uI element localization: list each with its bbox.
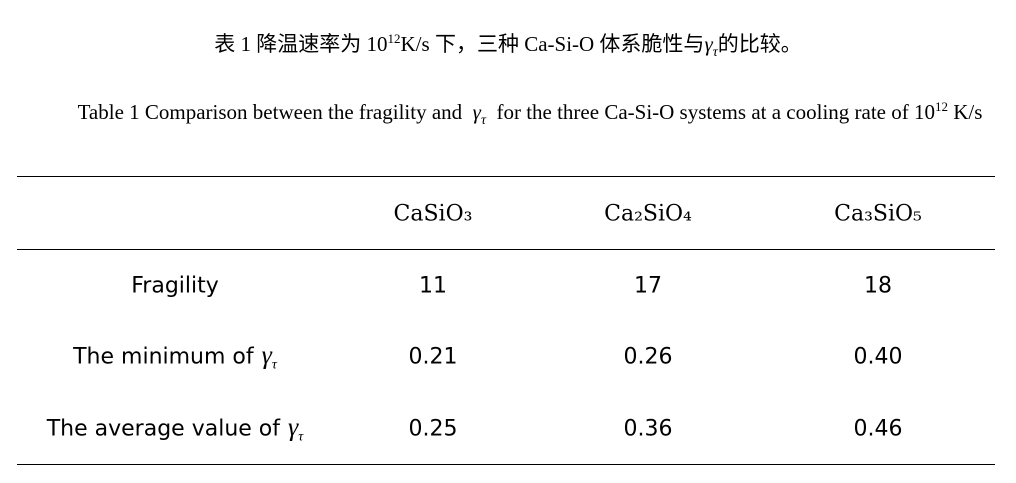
subscript: τ: [712, 45, 718, 60]
text: K/s 下，三种 Ca-Si-O 体系脆性与: [400, 32, 705, 56]
subscript: τ: [480, 113, 486, 128]
cell: 17: [634, 273, 662, 299]
text: 表 1 降温速率为 10: [214, 32, 388, 56]
subscript: τ: [298, 429, 304, 445]
cell: 0.40: [853, 344, 903, 370]
cell: 0.25: [408, 416, 458, 442]
caption-en: Table 1 Comparison between the fragility…: [70, 80, 990, 147]
text: for the three Ca-Si-O systems at a cooli…: [496, 100, 935, 124]
row-label: The minimum of γτ: [73, 341, 277, 374]
text: K/s: [948, 100, 983, 124]
symbol: γ: [472, 100, 481, 124]
subscript: τ: [271, 357, 277, 373]
rule: [17, 464, 995, 465]
row-label: The average value of γτ: [47, 413, 304, 446]
cell: 0.36: [623, 416, 673, 442]
cell: 0.26: [623, 344, 673, 370]
sup: 12: [935, 99, 948, 114]
cell: 0.46: [853, 416, 903, 442]
text: 的比较。: [717, 32, 802, 56]
sup: 12: [387, 31, 401, 46]
label-text: The average value of: [46, 416, 280, 442]
label-text: Fragility: [131, 273, 219, 299]
header-cell: CaSiO₃: [393, 201, 473, 227]
header-cell: Ca₂SiO₄: [604, 201, 692, 227]
caption-cn: 表 1 降温速率为 1012K/s 下，三种 Ca-Si-O 体系脆性与γτ的比…: [0, 28, 1016, 61]
text: Table 1 Comparison between the fragility…: [77, 100, 463, 124]
rule: [17, 249, 995, 250]
header-cell: Ca₃SiO₅: [834, 201, 922, 227]
symbol: γ: [288, 412, 299, 442]
symbol: γ: [704, 32, 713, 56]
label-text: The minimum of: [73, 344, 254, 370]
symbol: γ: [261, 340, 272, 370]
row-label: Fragility: [131, 274, 219, 299]
cell: 18: [864, 273, 892, 299]
rule: [17, 176, 995, 177]
cell: 0.21: [408, 344, 458, 370]
cell: 11: [419, 273, 447, 299]
